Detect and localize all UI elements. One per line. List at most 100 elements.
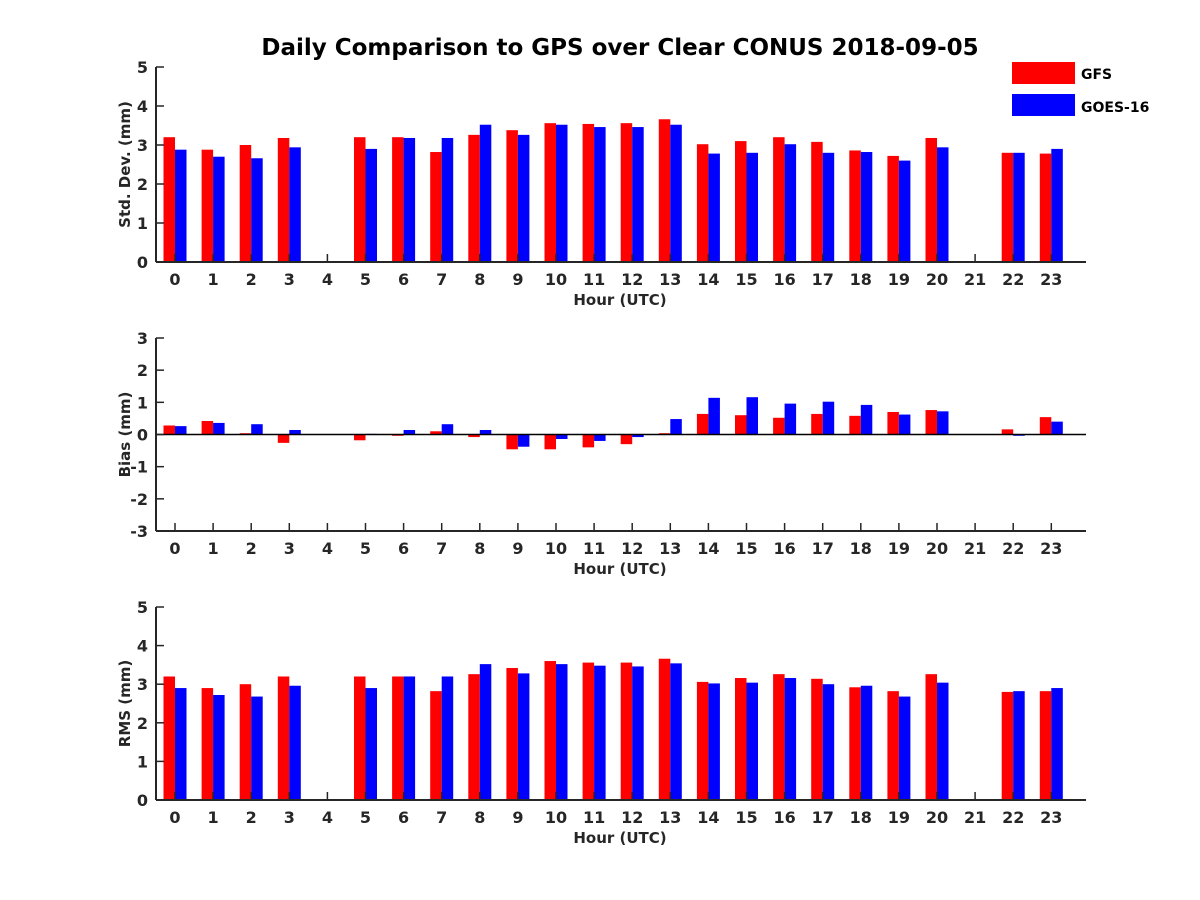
bias-bar-goes-16-0 — [175, 426, 187, 435]
rms-bar-gfs-11 — [582, 662, 595, 800]
bias-bar-goes-16-10 — [556, 434, 568, 440]
rms-bar-goes-16-15 — [746, 682, 758, 800]
bias-xtick-label: 12 — [621, 539, 643, 558]
bias-bar-goes-16-17 — [822, 401, 835, 435]
rms-bar-goes-16-13 — [670, 663, 682, 800]
rms-bar-goes-16-14 — [708, 683, 720, 800]
bias-bar-gfs-12 — [620, 434, 633, 445]
rms-bar-goes-16-5 — [365, 688, 377, 800]
bias-ytick-label: 3 — [137, 329, 148, 348]
bias-bar-gfs-7 — [430, 431, 442, 435]
std-xtick-label: 4 — [322, 270, 333, 289]
rms-ytick-label: 0 — [137, 791, 148, 810]
bias-xtick-label: 7 — [436, 539, 447, 558]
rms-bar-goes-16-22 — [1013, 691, 1025, 800]
std-bar-gfs-10 — [544, 123, 556, 262]
bias-xtick-label: 10 — [545, 539, 567, 558]
rms-xlabel: Hour (UTC) — [573, 829, 666, 847]
std-xtick-label: 20 — [926, 270, 948, 289]
bias-bar-gfs-0 — [163, 425, 175, 435]
bias-xtick-label: 5 — [360, 539, 371, 558]
std-bar-goes-16-13 — [670, 124, 682, 262]
rms-bar-gfs-10 — [544, 661, 556, 800]
rms-bar-gfs-3 — [277, 676, 290, 800]
bias-bar-goes-16-15 — [746, 397, 758, 435]
bias-xtick-label: 3 — [284, 539, 295, 558]
std-xtick-label: 7 — [436, 270, 447, 289]
std-bar-goes-16-16 — [784, 144, 797, 262]
std-ytick-label: 0 — [137, 253, 148, 272]
bias-xtick-label: 2 — [246, 539, 257, 558]
rms-bar-gfs-15 — [735, 678, 747, 800]
rms-xtick-label: 12 — [621, 808, 643, 827]
bias-ytick-label: 1 — [137, 393, 148, 412]
std-xtick-label: 13 — [659, 270, 681, 289]
rms-ytick-label: 1 — [137, 752, 148, 771]
rms-bar-gfs-19 — [887, 691, 899, 800]
std-bar-goes-16-6 — [403, 137, 416, 262]
std-bar-goes-16-11 — [594, 127, 606, 262]
std-xtick-label: 16 — [773, 270, 795, 289]
std-bar-gfs-1 — [201, 149, 214, 262]
bias-xtick-label: 13 — [659, 539, 681, 558]
std-bar-gfs-0 — [163, 137, 175, 262]
rms-bar-goes-16-0 — [175, 688, 187, 800]
rms-ytick-label: 4 — [137, 637, 148, 656]
std-bar-gfs-11 — [582, 123, 595, 262]
std-xtick-label: 19 — [888, 270, 910, 289]
legend-swatch-gfs — [1012, 62, 1075, 84]
bias-bar-goes-16-3 — [289, 429, 301, 435]
std-bar-goes-16-7 — [441, 137, 454, 262]
rms-bar-gfs-13 — [658, 658, 671, 800]
std-xtick-label: 14 — [697, 270, 719, 289]
rms-xtick-label: 4 — [322, 808, 333, 827]
bias-bar-goes-16-20 — [937, 411, 949, 435]
std-bar-gfs-13 — [658, 119, 671, 262]
rms-bar-goes-16-10 — [556, 664, 568, 800]
std-xtick-label: 22 — [1002, 270, 1024, 289]
rms-bar-goes-16-23 — [1051, 688, 1063, 800]
bias-xtick-label: 19 — [888, 539, 910, 558]
std-bar-gfs-23 — [1039, 153, 1052, 262]
std-bar-goes-16-19 — [898, 160, 911, 262]
bias-xtick-label: 16 — [773, 539, 795, 558]
bias-xtick-label: 21 — [964, 539, 986, 558]
std-xtick-label: 1 — [208, 270, 219, 289]
bias-bar-gfs-16 — [773, 417, 785, 435]
bias-bar-gfs-17 — [811, 413, 823, 435]
rms-xtick-label: 18 — [850, 808, 872, 827]
std-bar-goes-16-1 — [213, 156, 225, 262]
rms-bar-gfs-7 — [430, 691, 442, 800]
rms-bar-goes-16-20 — [937, 682, 949, 800]
rms-bar-goes-16-12 — [632, 666, 644, 800]
std-bar-gfs-19 — [887, 155, 899, 262]
std-xtick-label: 6 — [398, 270, 409, 289]
std-ytick-label: 1 — [137, 214, 148, 233]
std-bar-gfs-18 — [849, 150, 861, 262]
rms-xtick-label: 20 — [926, 808, 948, 827]
rms-bar-gfs-12 — [620, 662, 633, 800]
rms-ytick-label: 5 — [137, 598, 148, 617]
std-bar-gfs-5 — [354, 137, 366, 262]
bias-bar-goes-16-13 — [670, 419, 682, 435]
bias-bar-goes-16-18 — [860, 404, 873, 435]
rms-xtick-label: 10 — [545, 808, 567, 827]
rms-ylabel: RMS (mm) — [116, 660, 134, 747]
std-xtick-label: 18 — [850, 270, 872, 289]
rms-bar-gfs-2 — [239, 684, 252, 800]
bias-bar-goes-16-2 — [251, 424, 263, 435]
rms-bar-gfs-1 — [201, 688, 214, 800]
bias-bar-goes-16-14 — [708, 397, 720, 435]
std-xtick-label: 2 — [246, 270, 257, 289]
bias-bar-gfs-18 — [849, 415, 861, 435]
rms-bar-goes-16-8 — [479, 664, 492, 800]
std-bar-goes-16-3 — [289, 147, 301, 262]
rms-bar-gfs-6 — [392, 676, 404, 800]
rms-xtick-label: 23 — [1040, 808, 1062, 827]
std-bar-gfs-14 — [696, 144, 709, 262]
std-bar-goes-16-18 — [860, 152, 873, 262]
rms-bar-gfs-17 — [811, 678, 823, 800]
bias-ytick-label: -2 — [130, 490, 148, 509]
